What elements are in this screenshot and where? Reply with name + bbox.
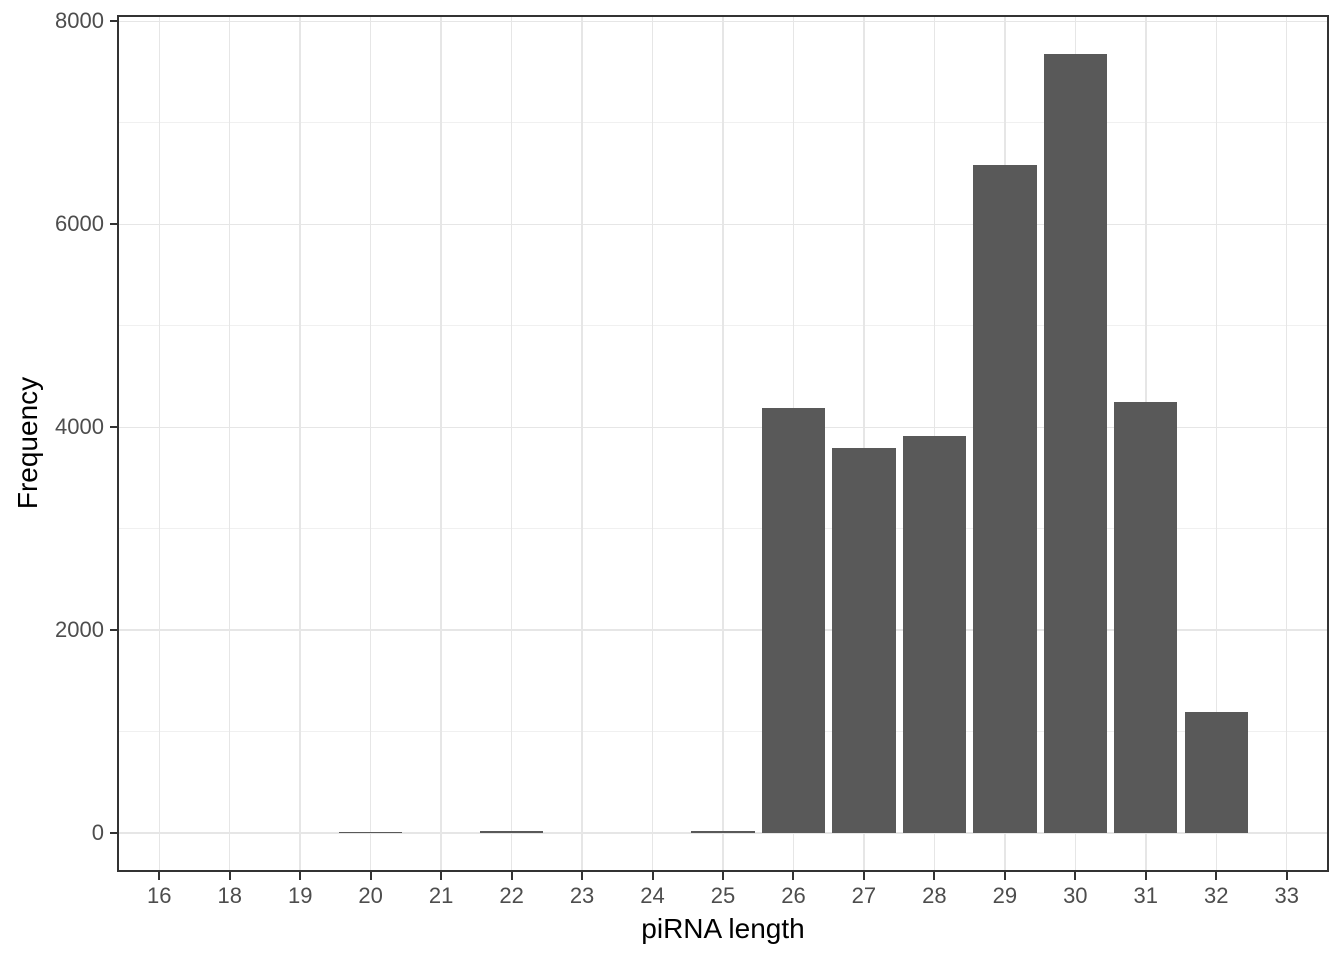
x-tick-mark <box>581 872 584 880</box>
x-tick-mark <box>1003 872 1006 880</box>
x-tick-label: 20 <box>358 883 383 908</box>
x-tick-label: 23 <box>569 883 595 908</box>
x-tick-mark <box>228 872 231 880</box>
major-gridline-vertical <box>863 15 865 872</box>
bar <box>832 447 896 834</box>
x-tick-mark <box>1074 872 1077 880</box>
x-tick-mark <box>1144 872 1147 880</box>
x-tick-label: 25 <box>710 883 736 908</box>
major-gridline-vertical <box>369 15 372 872</box>
y-axis-title: Frequency <box>12 376 43 510</box>
x-tick-mark <box>1215 872 1218 880</box>
y-tick-label: 0 <box>91 820 104 846</box>
y-tick-mark <box>110 629 117 632</box>
x-tick-mark <box>299 872 302 880</box>
x-tick-label: 18 <box>217 883 242 908</box>
major-gridline-vertical <box>1215 15 1217 872</box>
y-tick-mark <box>110 20 117 23</box>
x-tick-label: 33 <box>1274 883 1299 908</box>
bar <box>761 407 826 834</box>
y-tick-mark <box>110 426 117 429</box>
x-tick-mark <box>862 872 865 880</box>
x-tick-label: 22 <box>499 883 524 908</box>
y-tick-label: 2000 <box>55 617 104 643</box>
x-tick-label: 16 <box>147 883 172 908</box>
plot-panel <box>117 15 1329 872</box>
y-tick-label: 4000 <box>55 414 104 440</box>
bar <box>973 164 1037 834</box>
bar <box>479 831 544 834</box>
x-tick-label: 30 <box>1063 883 1088 908</box>
major-gridline-vertical <box>581 15 583 872</box>
x-tick-label: 19 <box>287 883 313 908</box>
bar <box>691 831 755 834</box>
major-gridline-vertical <box>651 15 654 872</box>
x-tick-label: 21 <box>428 883 454 908</box>
x-tick-mark <box>651 872 654 880</box>
bar <box>1184 712 1248 834</box>
y-tick-mark <box>110 223 117 226</box>
major-gridline-vertical <box>228 15 231 872</box>
major-gridline-vertical <box>158 15 161 872</box>
x-tick-mark <box>158 872 161 880</box>
major-gridline-vertical <box>299 15 301 872</box>
x-axis-title: piRNA length <box>641 913 805 944</box>
x-tick-mark <box>722 872 724 880</box>
x-tick-label: 28 <box>922 883 947 908</box>
x-tick-label: 31 <box>1133 883 1159 908</box>
major-gridline-vertical <box>1285 15 1288 872</box>
x-tick-mark <box>440 872 443 880</box>
bar <box>1114 401 1178 834</box>
x-tick-label: 26 <box>781 883 806 908</box>
x-tick-label: 27 <box>851 883 877 908</box>
x-tick-mark <box>1285 872 1288 880</box>
bar <box>902 436 967 834</box>
x-tick-label: 24 <box>640 883 665 908</box>
x-tick-mark <box>933 872 936 880</box>
major-gridline-vertical <box>722 15 724 872</box>
bar <box>1043 53 1108 834</box>
x-tick-mark <box>510 872 513 880</box>
x-tick-label: 29 <box>992 883 1018 908</box>
y-tick-label: 8000 <box>55 8 104 34</box>
major-gridline-vertical <box>510 15 513 872</box>
y-tick-mark <box>110 832 117 835</box>
bar <box>338 831 403 834</box>
x-tick-mark <box>792 872 795 880</box>
x-tick-mark <box>369 872 372 880</box>
x-tick-label: 32 <box>1204 883 1229 908</box>
major-gridline-vertical <box>440 15 442 872</box>
y-tick-label: 6000 <box>55 211 104 237</box>
